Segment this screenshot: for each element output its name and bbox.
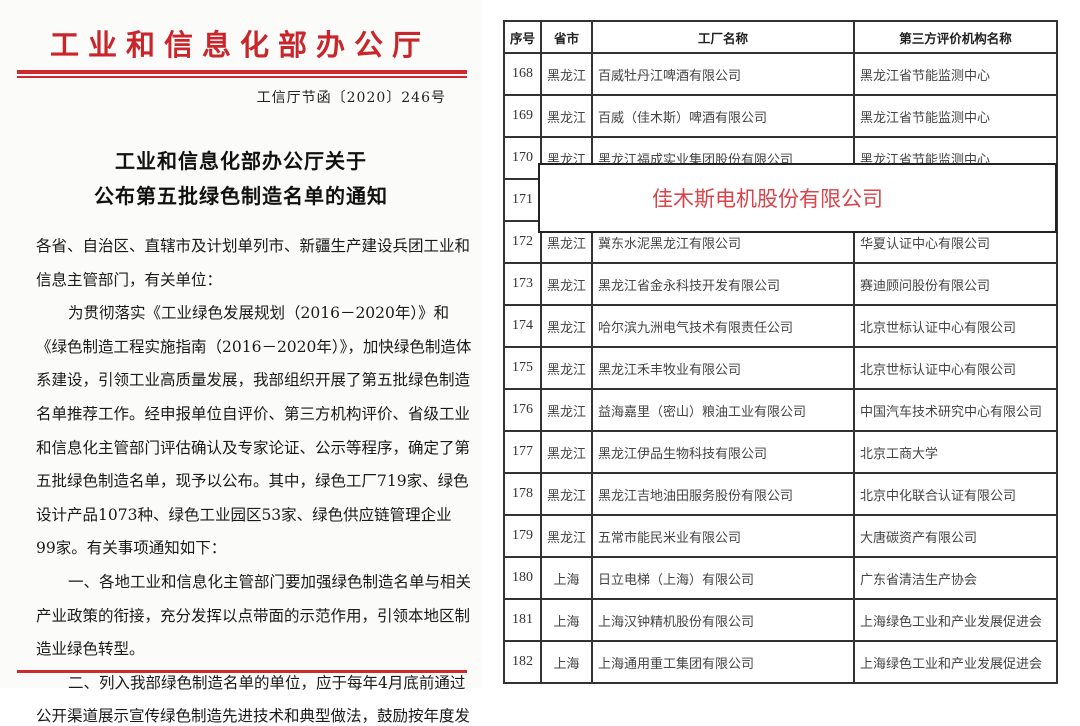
evaluator-cell: 黑龙江省节能监测中心 xyxy=(853,94,1058,138)
evaluator-cell: 赛迪顾问股份有限公司 xyxy=(853,262,1058,306)
table-row: 169 黑龙江 百威（佳木斯）啤酒有限公司 黑龙江省节能监测中心 xyxy=(502,94,1058,138)
factory-name-cell: 黑龙江禾丰牧业有限公司 xyxy=(591,346,856,390)
serial-cell: 172 xyxy=(502,220,543,264)
province-cell: 黑龙江 xyxy=(540,472,594,516)
serial-cell: 174 xyxy=(502,304,543,348)
serial-cell: 181 xyxy=(502,598,543,642)
body-line: 《绿色制造工程实施指南（2016－2020年）》，加快绿色制造体 xyxy=(36,337,472,356)
body-line: 产业政策的衔接，充分发挥以点带面的示范作用，引领本地区制 xyxy=(36,606,471,625)
evaluator-cell: 中国汽车技术研究中心有限公司 xyxy=(853,388,1058,432)
body-line: 造业绿色转型。 xyxy=(36,640,145,659)
table-row: 173 黑龙江 黑龙江省金永科技开发有限公司 赛迪顾问股份有限公司 xyxy=(502,262,1058,306)
document-number: 工信厅节函〔2020〕246号 xyxy=(256,90,446,106)
province-cell: 黑龙江 xyxy=(540,52,594,96)
province-cell: 上海 xyxy=(540,640,594,684)
notice-title-line-1: 工业和信息化部办公厅关于 xyxy=(115,149,367,173)
serial-cell: 178 xyxy=(502,472,543,516)
factory-name-cell: 黑龙江吉地油田服务股份有限公司 xyxy=(591,472,856,516)
province-cell: 黑龙江 xyxy=(540,514,594,558)
serial-cell: 169 xyxy=(502,94,543,138)
serial-cell: 182 xyxy=(502,640,543,684)
province-cell: 黑龙江 xyxy=(540,346,594,390)
body-line: 设计产品1073种、绿色工业园区53家、绿色供应链管理企业 xyxy=(36,505,452,524)
green-factory-table: 序号 省市 工厂名称 第三方评价机构名称 168 黑龙江 百威牡丹江啤酒有限公司 黑龙… xyxy=(502,20,1058,684)
body-line: 信息主管部门，有关单位： xyxy=(36,270,223,289)
table-row: 181 上海 上海汉钟精机股份有限公司 上海绿色工业和产业发展促进会 xyxy=(502,598,1058,642)
evaluator-cell: 北京中化联合认证有限公司 xyxy=(853,472,1058,516)
table-row: 177 黑龙江 黑龙江伊品生物科技有限公司 北京工商大学 xyxy=(502,430,1058,474)
evaluator-cell: 上海绿色工业和产业发展促进会 xyxy=(853,640,1058,684)
factory-name-cell: 百威牡丹江啤酒有限公司 xyxy=(591,52,856,96)
serial-cell: 176 xyxy=(502,388,543,432)
body-line: 二、列入我部绿色制造名单的单位，应于每年4月底前通过 xyxy=(68,673,466,692)
header-serial: 序号 xyxy=(502,20,543,54)
province-cell: 黑龙江 xyxy=(540,388,594,432)
header-province: 省市 xyxy=(540,20,594,54)
body-line: 公开渠道展示宣传绿色制造先进技术和典型做法，鼓励按年度发 xyxy=(36,707,471,726)
factory-name-cell: 日立电梯（上海）有限公司 xyxy=(591,556,856,600)
header-factory: 工厂名称 xyxy=(591,20,856,54)
letterhead-rule xyxy=(17,70,467,74)
notice-title-line-2: 公布第五批绿色制造名单的通知 xyxy=(94,184,388,208)
evaluator-cell: 北京工商大学 xyxy=(853,430,1058,474)
highlight-overlay-box: 佳木斯电机股份有限公司 xyxy=(538,163,1057,233)
letterhead-title: 工业和信息化部办公厅 xyxy=(49,28,430,62)
table-header-row: 序号 省市 工厂名称 第三方评价机构名称 xyxy=(502,20,1058,54)
factory-name-cell: 上海通用重工集团有限公司 xyxy=(591,640,856,684)
body-line: 和信息化主管部门评估确认及专家论证、公示等程序，确定了第 xyxy=(36,438,471,457)
serial-cell: 180 xyxy=(502,556,543,600)
serial-cell: 171 xyxy=(502,178,543,222)
province-cell: 上海 xyxy=(540,598,594,642)
evaluator-cell: 大唐碳资产有限公司 xyxy=(853,514,1058,558)
province-cell: 上海 xyxy=(540,556,594,600)
body-line: 系建设，引领工业高质量发展，我部组织开展了第五批绿色制造 xyxy=(36,371,471,390)
footer-rule xyxy=(17,670,467,673)
evaluator-cell: 上海绿色工业和产业发展促进会 xyxy=(853,598,1058,642)
body-line: 五批绿色制造名单，现予以公布。其中，绿色工厂719家、绿色 xyxy=(36,472,469,491)
table-row: 168 黑龙江 百威牡丹江啤酒有限公司 黑龙江省节能监测中心 xyxy=(502,52,1058,96)
body-line: 一、各地工业和信息化主管部门要加强绿色制造名单与相关 xyxy=(68,573,472,591)
table-row: 175 黑龙江 黑龙江禾丰牧业有限公司 北京世标认证中心有限公司 xyxy=(502,346,1058,390)
table-row: 182 上海 上海通用重工集团有限公司 上海绿色工业和产业发展促进会 xyxy=(502,640,1058,684)
province-cell: 黑龙江 xyxy=(540,262,594,306)
province-cell: 黑龙江 xyxy=(540,94,594,138)
letterhead-rule-thin xyxy=(17,76,467,78)
factory-name-cell: 益海嘉里（密山）粮油工业有限公司 xyxy=(591,388,856,432)
table-row: 178 黑龙江 黑龙江吉地油田服务股份有限公司 北京中化联合认证有限公司 xyxy=(502,472,1058,516)
body-line: 各省、自治区、直辖市及计划单列市、新疆生产建设兵团工业和 xyxy=(36,237,471,255)
factory-name-cell: 五常市能民米业有限公司 xyxy=(591,514,856,558)
factory-name-cell: 黑龙江伊品生物科技有限公司 xyxy=(591,430,856,474)
header-evaluator: 第三方评价机构名称 xyxy=(853,20,1058,54)
table-row: 174 黑龙江 哈尔滨九洲电气技术有限责任公司 北京世标认证中心有限公司 xyxy=(502,304,1058,348)
evaluator-cell: 北京世标认证中心有限公司 xyxy=(853,304,1058,348)
serial-cell: 177 xyxy=(502,430,543,474)
body-line: 名单推荐工作。经申报单位自评价、第三方机构评价、省级工业 xyxy=(36,405,471,423)
evaluator-cell: 广东省清洁生产协会 xyxy=(853,556,1058,600)
highlight-company-name: 佳木斯电机股份有限公司 xyxy=(652,187,883,211)
factory-name-cell: 上海汉钟精机股份有限公司 xyxy=(591,598,856,642)
province-cell: 黑龙江 xyxy=(540,304,594,348)
serial-cell: 170 xyxy=(502,136,543,180)
body-line: 为贯彻落实《工业绿色发展规划（2016－2020年）》和 xyxy=(68,304,450,323)
evaluator-cell: 北京世标认证中心有限公司 xyxy=(853,346,1058,390)
serial-cell: 179 xyxy=(502,514,543,558)
factory-list-page: 序号 省市 工厂名称 第三方评价机构名称 168 黑龙江 百威牡丹江啤酒有限公司 黑龙… xyxy=(482,0,1080,688)
table-row: 176 黑龙江 益海嘉里（密山）粮油工业有限公司 中国汽车技术研究中心有限公司 xyxy=(502,388,1058,432)
body-line: 99家。有关事项通知如下： xyxy=(36,539,227,558)
evaluator-cell: 黑龙江省节能监测中心 xyxy=(853,52,1058,96)
serial-cell: 175 xyxy=(502,346,543,390)
factory-name-cell: 百威（佳木斯）啤酒有限公司 xyxy=(591,94,856,138)
province-cell: 黑龙江 xyxy=(540,430,594,474)
factory-name-cell: 哈尔滨九洲电气技术有限责任公司 xyxy=(591,304,856,348)
serial-cell: 173 xyxy=(502,262,543,306)
table-row: 180 上海 日立电梯（上海）有限公司 广东省清洁生产协会 xyxy=(502,556,1058,600)
serial-cell: 168 xyxy=(502,52,543,96)
official-letter-page: 工业和信息化部办公厅 工信厅节函〔2020〕246号 工业和信息化部办公厅关于 … xyxy=(0,0,482,725)
table-row: 179 黑龙江 五常市能民米业有限公司 大唐碳资产有限公司 xyxy=(502,514,1058,558)
factory-name-cell: 黑龙江省金永科技开发有限公司 xyxy=(591,262,856,306)
